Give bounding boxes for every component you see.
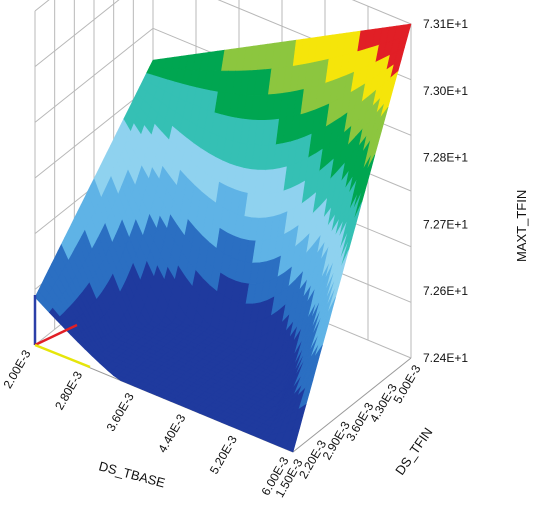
y-tick-label: 2.90E-3 <box>320 419 353 463</box>
y-tick-label: 4.30E-3 <box>367 381 400 425</box>
z-tick-label: 7.27E+1 <box>423 217 468 231</box>
x-tick-label: 2.00E-3 <box>0 347 33 391</box>
z-tick-label: 7.28E+1 <box>423 151 468 165</box>
z-tick-label: 7.31E+1 <box>423 17 468 31</box>
z-axis-title: MAXT_TFIN <box>514 190 529 262</box>
x-tick-label: 4.40E-3 <box>155 411 188 455</box>
y-axis-title: DS_TFIN <box>392 425 435 478</box>
z-axis-ticks: 7.24E+1 7.26E+1 7.27E+1 7.28E+1 7.30E+1 7.31E… <box>423 17 468 365</box>
indicator-x <box>34 343 91 369</box>
x-tick-label: 5.20E-3 <box>207 433 240 477</box>
x-tick-label: 3.60E-3 <box>104 390 137 434</box>
z-tick-label: 7.24E+1 <box>423 351 468 365</box>
x-tick-label: 2.80E-3 <box>52 369 85 413</box>
y-tick-label: 2.20E-3 <box>296 437 329 481</box>
surface-mesh <box>34 23 412 453</box>
y-tick-label: 3.60E-3 <box>343 400 376 444</box>
origin-axis-indicator <box>33 295 91 369</box>
z-tick-label: 7.26E+1 <box>423 284 468 298</box>
x-axis-title: DS_TBASE <box>97 458 167 490</box>
indicator-y <box>34 323 78 347</box>
y-tick-label: 5.00E-3 <box>390 362 423 406</box>
z-tick-label: 7.30E+1 <box>423 84 468 98</box>
surface-cell <box>285 439 297 453</box>
